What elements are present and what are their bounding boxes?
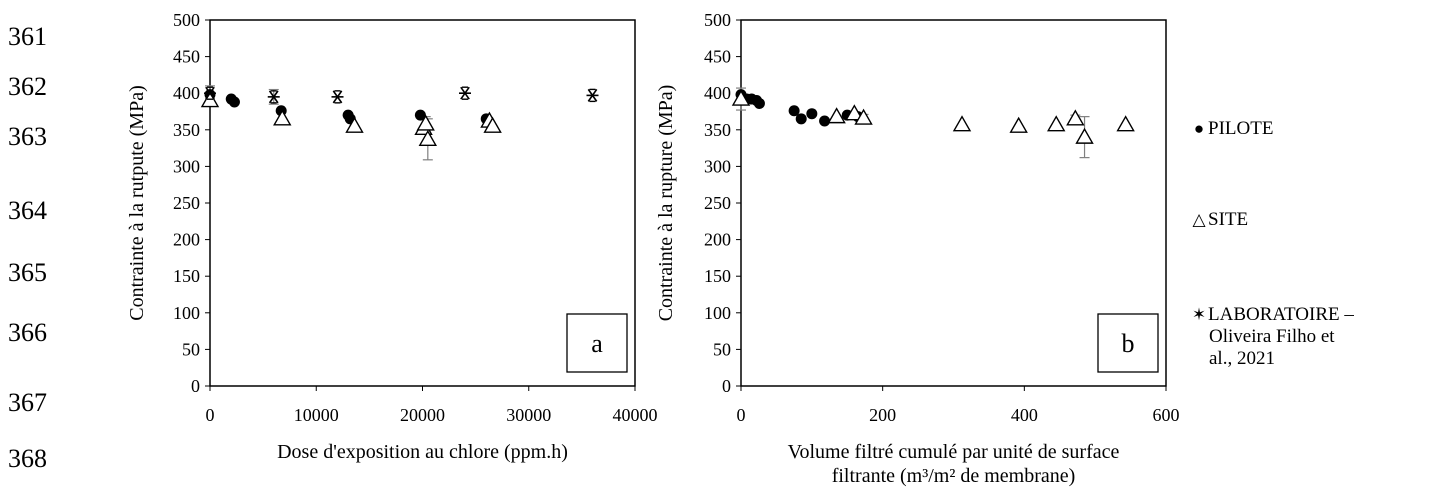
x-axis-label-line1: Volume filtré cumulé par unité de surfac…: [788, 441, 1120, 463]
star-stroke: [332, 90, 343, 104]
x-tick-label: 10000: [294, 405, 339, 425]
x-tick-label: 20000: [400, 405, 445, 425]
legend-label-laboratoire-1: LABORATOIRE –: [1208, 304, 1354, 325]
line-number: 364: [8, 196, 47, 225]
y-tick-label: 400: [704, 83, 731, 103]
legend-item-laboratoire: ✶LABORATOIRE – Oliveira Filho et al., 20…: [1190, 304, 1354, 370]
line-number: 362: [8, 72, 47, 101]
x-tick-label: 600: [1153, 405, 1180, 425]
data-point-laboratoire: [204, 86, 216, 100]
data-point-site: [845, 104, 864, 121]
data-point-site: [827, 107, 846, 124]
data-point-pilote: [788, 105, 800, 117]
y-axis-label: Contrainte à la rupture (MPa): [655, 85, 677, 322]
star-marker-icon: ✶: [1191, 305, 1207, 324]
circle-marker-icon: ●: [1193, 119, 1205, 138]
y-tick-label: 150: [173, 266, 200, 286]
line-number: 361: [8, 22, 47, 51]
data-point-site: [952, 115, 972, 132]
y-tick-label: 500: [704, 10, 731, 30]
data-point-pilote: [806, 108, 818, 120]
data-point-site: [1116, 115, 1135, 132]
line-number: 365: [8, 258, 47, 287]
y-tick-label: 350: [173, 120, 200, 140]
chart-panel-b: 0 50 100 150 200 250 300 350 400 450 500 0 200 400 600…: [655, 10, 1180, 487]
x-axis-label-line2: filtrante (m³/m² de membrane): [832, 465, 1076, 487]
data-point-laboratoire: [331, 90, 344, 104]
y-tick-label: 250: [704, 193, 731, 213]
star-stroke: [268, 90, 279, 104]
data-point-site: [731, 89, 751, 106]
data-point-site: [418, 129, 438, 147]
x-tick-label: 40000: [613, 405, 658, 425]
data-point-pilote: [795, 113, 807, 125]
y-tick-label: 250: [173, 193, 200, 213]
data-point-site: [1066, 109, 1085, 126]
data-point-site: [1075, 127, 1094, 144]
data-point-laboratoire: [267, 90, 280, 104]
data-point-site: [416, 114, 435, 131]
star-stroke: [587, 88, 598, 102]
panel-label: a: [591, 329, 603, 358]
y-tick-label: 300: [704, 156, 731, 176]
panel-label: b: [1122, 329, 1135, 358]
line-number: 366: [8, 318, 47, 347]
legend-label-laboratoire-2: Oliveira Filho et: [1209, 326, 1335, 347]
y-tick-label: 300: [173, 156, 200, 176]
data-point-pilote: [819, 115, 831, 127]
data-point-pilote: [414, 109, 426, 121]
data-point-site: [483, 116, 502, 133]
line-number: 363: [8, 122, 47, 151]
y-tick-label: 350: [704, 120, 731, 140]
x-tick-label: 0: [206, 405, 215, 425]
data-point-pilote: [753, 97, 765, 109]
y-tick-label: 50: [182, 339, 200, 359]
y-tick-label: 50: [713, 339, 731, 359]
legend-item-pilote: ● PILOTE: [1190, 118, 1274, 140]
x-tick-label: 200: [869, 405, 896, 425]
y-tick-label: 100: [173, 303, 200, 323]
y-tick-label: 0: [722, 376, 731, 396]
star-stroke: [205, 86, 215, 100]
data-point-pilote: [228, 96, 240, 108]
data-point-site: [345, 116, 364, 133]
y-tick-label: 200: [704, 230, 731, 250]
y-tick-label: 450: [704, 47, 731, 67]
panel-label-box: [566, 313, 628, 373]
panel-label-box: [1097, 313, 1159, 373]
chart-panel-a: 0 50 100 150 200 250 300 350 400 450 500 0 10000 2000…: [126, 10, 658, 463]
x-tick-label: 400: [1011, 405, 1038, 425]
data-point-site: [854, 108, 873, 125]
line-number: 368: [8, 444, 47, 473]
x-tick-label: 30000: [506, 405, 551, 425]
data-point-site: [1009, 116, 1028, 133]
x-axis-label: Dose d'exposition au chlore (ppm.h): [277, 441, 568, 463]
legend-label-laboratoire-3: al., 2021: [1209, 348, 1275, 369]
data-point-site: [1047, 115, 1066, 132]
data-point-laboratoire: [459, 86, 471, 100]
y-tick-label: 400: [173, 83, 200, 103]
line-number: 367: [8, 388, 47, 417]
y-axis-label: Contrainte à la rutpute (MPa): [126, 85, 148, 321]
x-tick-label: 0: [737, 405, 746, 425]
y-tick-label: 150: [704, 266, 731, 286]
star-stroke: [460, 86, 470, 100]
data-point-site: [273, 109, 292, 126]
y-tick-label: 500: [173, 10, 200, 30]
legend-item-site: △ SITE: [1190, 209, 1248, 231]
y-tick-label: 450: [173, 47, 200, 67]
data-point-laboratoire: [586, 88, 599, 103]
y-tick-label: 0: [191, 376, 200, 396]
legend-label-site: SITE: [1208, 209, 1249, 230]
triangle-marker-icon: △: [1192, 210, 1206, 229]
y-tick-label: 200: [173, 230, 200, 250]
legend-label-pilote: PILOTE: [1208, 118, 1274, 139]
y-tick-label: 100: [704, 303, 731, 323]
